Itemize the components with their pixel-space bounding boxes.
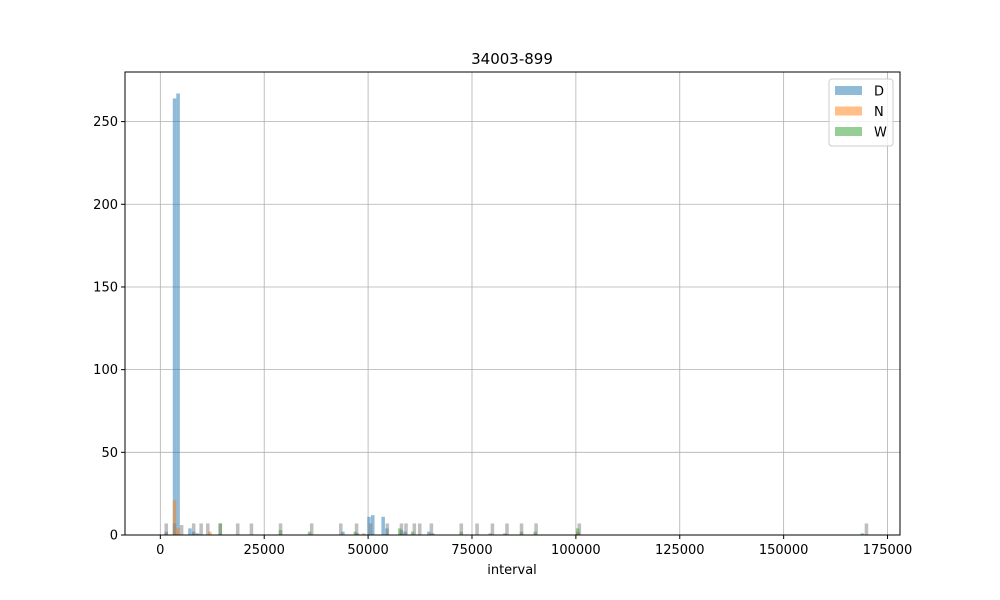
histogram-bar [417,523,422,535]
histogram-bar [176,93,180,535]
histogram-bar [172,523,177,535]
histogram-bar [206,523,210,535]
histogram-bar [179,525,184,535]
histogram-bar [368,523,373,535]
x-tick-label: 50000 [347,543,388,558]
histogram-bar [191,523,196,535]
histogram-bar [427,531,431,535]
histogram-bar [503,533,507,535]
histogram-bar [235,523,240,535]
y-axis-ticks: 0 50 100 150 200 250 [93,115,125,544]
x-axis-title: interval [487,563,537,578]
y-tick-label: 150 [93,280,118,295]
chart-title: 34003-899 [471,50,553,68]
x-tick-label: 125000 [655,543,705,558]
y-tick-label: 50 [101,446,118,461]
plot-frame [124,71,901,536]
y-tick-label: 100 [93,363,118,378]
histogram-bar [505,523,509,535]
histogram-bar [381,516,385,535]
histogram-bar [577,523,582,535]
histogram-bar [164,523,169,535]
legend-swatch-W [835,127,862,136]
histogram-bar [172,98,177,535]
histogram-bar [278,523,283,535]
legend-swatch-N [835,106,862,116]
histogram-bar [218,523,223,535]
histogram-bar [864,523,869,535]
histogram-bar [307,531,312,535]
series-W [218,523,865,535]
histogram-bar [459,523,464,535]
histogram-bar [339,523,343,535]
histogram-bar [534,523,538,535]
histogram-bar [429,523,434,535]
histogram-bar [176,528,180,535]
histogram-bar [172,500,177,535]
legend-swatch-D [835,86,862,95]
x-tick-label: 175000 [863,543,913,558]
histogram-bar [475,523,479,535]
histogram-bar [199,523,203,535]
series-D [164,93,580,535]
x-axis-ticks: 0 25000 50000 75000 100000 125000 150000 175000 [156,535,912,558]
y-tick-label: 250 [93,115,118,130]
series-other [164,523,869,535]
histogram-bar [188,528,192,535]
legend-label-D: D [874,85,884,100]
histogram-bar [519,523,524,535]
legend-label-N: N [874,105,884,120]
histogram-bar [860,533,865,535]
histogram-bar [195,533,200,535]
histogram-bar [490,523,495,535]
x-tick-label: 75000 [451,543,492,558]
histogram-bar [361,533,366,535]
histogram-bar [249,523,254,535]
bars [164,93,869,535]
legend: DNW [828,78,894,147]
x-tick-label: 25000 [244,543,285,558]
histogram-bar [341,531,345,535]
x-tick-label: 150000 [759,543,809,558]
y-tick-label: 200 [93,198,118,213]
histogram-bar [399,523,404,535]
y-tick-label: 0 [110,529,118,544]
histogram-bar [309,523,314,535]
histogram-bar [208,531,212,535]
x-tick-label: 100000 [551,543,601,558]
histogram-bar [371,515,375,535]
histogram-bar [354,523,359,535]
histogram-bar [412,523,417,535]
histogram-bar [404,523,408,535]
x-tick-label: 0 [156,543,164,558]
histogram-bar [385,523,390,535]
grid-lines [125,72,900,536]
legend-label-W: W [874,126,887,141]
histogram-bar [488,533,493,535]
